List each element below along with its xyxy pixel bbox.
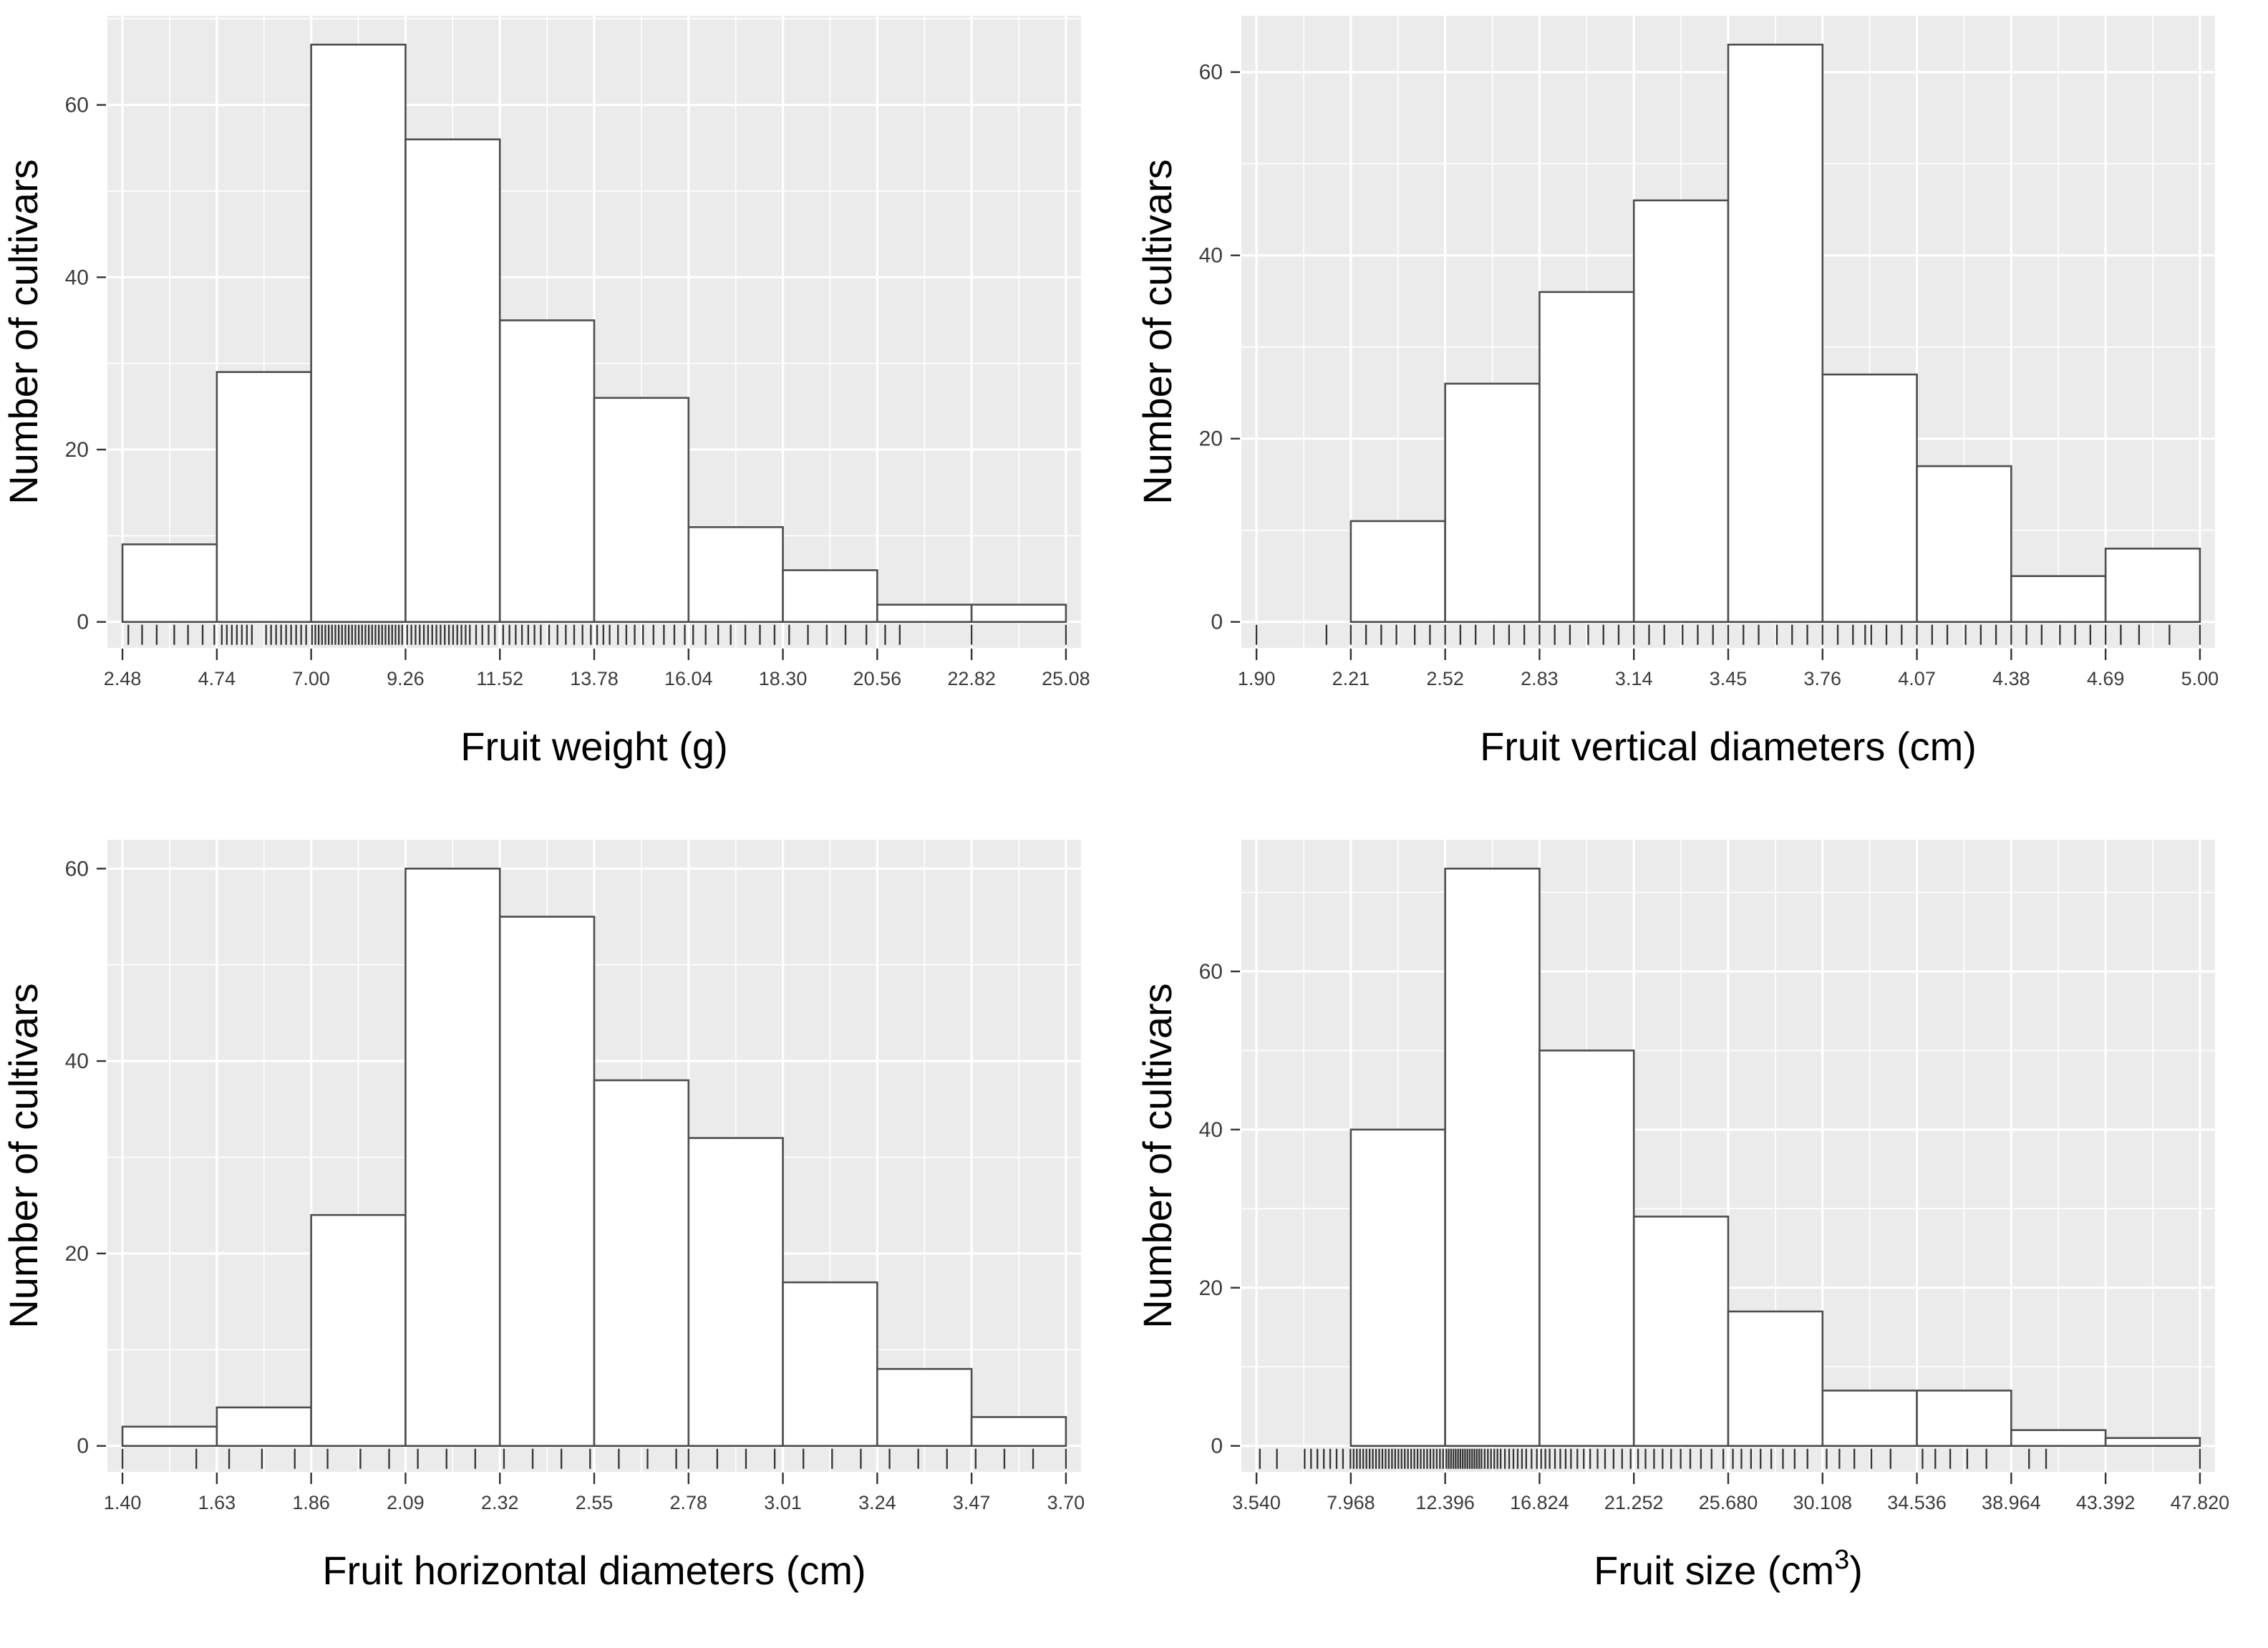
svg-text:Number of cultivars: Number of cultivars [1135, 983, 1180, 1328]
svg-text:4.38: 4.38 [1992, 668, 2030, 689]
svg-text:2.78: 2.78 [670, 1492, 708, 1513]
svg-text:40: 40 [1199, 1118, 1223, 1142]
svg-text:9.26: 9.26 [387, 668, 425, 689]
fruit-weight-histogram: 2.48 4.74 7.00 9.26 11.52 13.78 16.04 18.30 20.5… [1, 16, 1090, 769]
fruit-size-histogram: 3.540 7.968 12.396 16.824 21.252 25.680 30.108… [1135, 840, 2230, 1593]
svg-text:Number of cultivars: Number of cultivars [1135, 159, 1180, 504]
svg-text:2.21: 2.21 [1332, 668, 1370, 689]
svg-text:4.74: 4.74 [198, 668, 236, 689]
svg-text:3.76: 3.76 [1804, 668, 1842, 689]
svg-text:3.47: 3.47 [953, 1492, 991, 1513]
svg-text:16.824: 16.824 [1510, 1492, 1569, 1513]
fruit-horizontal-diameters-histogram: 1.40 1.63 1.86 2.09 2.32 2.55 2.78 3.01 3.24 3.47… [1, 840, 1085, 1593]
svg-text:7.968: 7.968 [1327, 1492, 1375, 1513]
svg-text:2.83: 2.83 [1521, 668, 1559, 689]
svg-text:3.45: 3.45 [1710, 668, 1748, 689]
svg-text:60: 60 [1199, 61, 1223, 84]
svg-text:20: 20 [65, 438, 89, 462]
svg-text:22.82: 22.82 [947, 668, 996, 689]
svg-text:11.52: 11.52 [476, 668, 523, 689]
svg-text:1.90: 1.90 [1238, 668, 1276, 689]
svg-text:4.69: 4.69 [2087, 668, 2125, 689]
svg-text:30.108: 30.108 [1793, 1492, 1852, 1513]
svg-text:60: 60 [65, 857, 89, 881]
svg-text:1.40: 1.40 [104, 1492, 142, 1513]
svg-text:60: 60 [1199, 960, 1223, 984]
svg-text:3.01: 3.01 [764, 1492, 802, 1513]
svg-text:2.48: 2.48 [104, 668, 142, 689]
svg-text:5.00: 5.00 [2181, 668, 2219, 689]
svg-text:25.680: 25.680 [1699, 1492, 1758, 1513]
svg-text:2.09: 2.09 [387, 1492, 425, 1513]
svg-text:47.820: 47.820 [2171, 1492, 2230, 1513]
svg-text:13.78: 13.78 [570, 668, 619, 689]
svg-text:40: 40 [65, 266, 89, 289]
svg-text:43.392: 43.392 [2076, 1492, 2136, 1513]
svg-text:Fruit weight (g): Fruit weight (g) [460, 724, 727, 769]
svg-text:Fruit horizontal diameters (cm: Fruit horizontal diameters (cm) [322, 1548, 866, 1593]
fruit-vertical-diameters-histogram: 1.90 2.21 2.52 2.83 3.14 3.45 3.76 4.07 4.38 4.69… [1135, 16, 2219, 769]
svg-text:2.55: 2.55 [576, 1492, 614, 1513]
svg-text:7.00: 7.00 [292, 668, 330, 689]
svg-text:34.536: 34.536 [1887, 1492, 1947, 1513]
svg-text:40: 40 [65, 1050, 89, 1073]
svg-text:3.540: 3.540 [1232, 1492, 1281, 1513]
svg-text:20: 20 [1199, 1276, 1223, 1300]
svg-text:3.14: 3.14 [1615, 668, 1653, 689]
svg-text:Number of cultivars: Number of cultivars [1, 983, 46, 1328]
panel-fruit-vertical-diameters: 1.90 2.21 2.52 2.83 3.14 3.45 3.76 4.07 4.38 4.69… [1134, 0, 2268, 824]
svg-text:3.24: 3.24 [858, 1492, 896, 1513]
svg-text:40: 40 [1199, 244, 1223, 268]
svg-text:38.964: 38.964 [1982, 1492, 2041, 1513]
svg-text:25.08: 25.08 [1042, 668, 1090, 689]
svg-text:20.56: 20.56 [853, 668, 902, 689]
svg-text:0: 0 [77, 1435, 89, 1458]
svg-text:2.32: 2.32 [481, 1492, 519, 1513]
svg-text:2.52: 2.52 [1426, 668, 1464, 689]
svg-text:0: 0 [1211, 611, 1223, 634]
svg-text:12.396: 12.396 [1415, 1492, 1475, 1513]
panel-fruit-weight: 2.48 4.74 7.00 9.26 11.52 13.78 16.04 18.30 20.5… [0, 0, 1134, 824]
svg-text:4.07: 4.07 [1898, 668, 1936, 689]
svg-text:0: 0 [77, 611, 89, 634]
svg-text:60: 60 [65, 94, 89, 117]
panel-fruit-horizontal-diameters: 1.40 1.63 1.86 2.09 2.32 2.55 2.78 3.01 3.24 3.47… [0, 824, 1134, 1648]
svg-text:20: 20 [1199, 427, 1223, 451]
svg-text:Fruit vertical diameters (cm): Fruit vertical diameters (cm) [1480, 724, 1977, 769]
svg-text:0: 0 [1211, 1435, 1223, 1458]
panel-fruit-size: 3.540 7.968 12.396 16.824 21.252 25.680 30.108… [1134, 824, 2268, 1648]
svg-text:1.86: 1.86 [292, 1492, 330, 1513]
svg-text:1.63: 1.63 [198, 1492, 236, 1513]
svg-text:20: 20 [65, 1242, 89, 1266]
svg-text:16.04: 16.04 [664, 668, 713, 689]
svg-text:Number of cultivars: Number of cultivars [1, 159, 46, 504]
svg-text:21.252: 21.252 [1604, 1492, 1664, 1513]
svg-text:18.30: 18.30 [759, 668, 808, 689]
svg-text:3.70: 3.70 [1047, 1492, 1085, 1513]
svg-text:Fruit size (cm3): Fruit size (cm3) [1594, 1545, 1863, 1593]
